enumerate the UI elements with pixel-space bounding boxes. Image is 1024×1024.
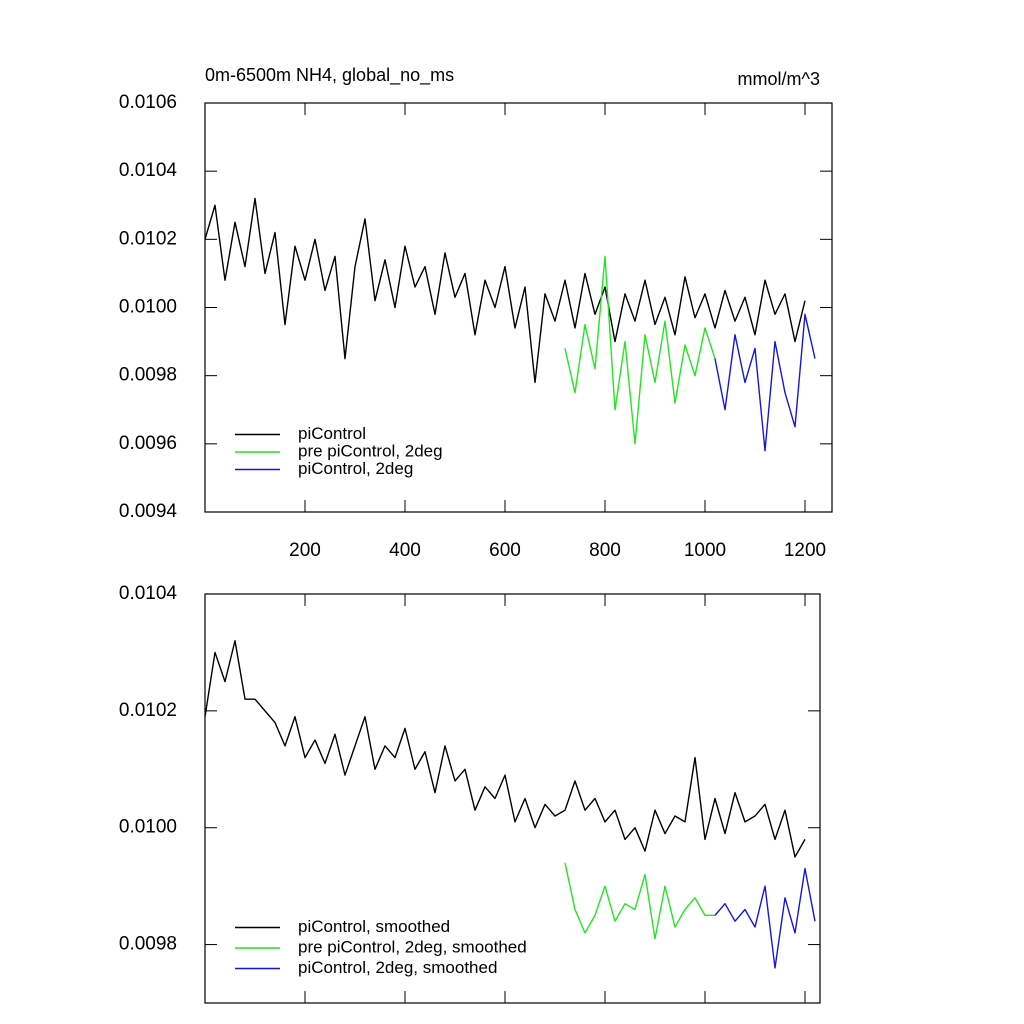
data-line xyxy=(204,197,806,384)
y-tick-label: 0.0098 xyxy=(119,934,177,955)
y-tick-label: 0.0102 xyxy=(119,228,177,249)
chart-title: 0m-6500m NH4, global_no_ms xyxy=(205,65,454,86)
y-tick-label: 0.0106 xyxy=(119,92,177,113)
y-tick-label: 0.0094 xyxy=(119,501,178,522)
data-line xyxy=(714,313,816,452)
data-line xyxy=(564,255,716,445)
x-tick-label: 1200 xyxy=(784,540,826,561)
legend-label: pre piControl, 2deg, smoothed xyxy=(298,937,527,956)
y-tick-label: 0.0100 xyxy=(119,817,177,838)
y-tick-label: 0.0096 xyxy=(119,433,177,454)
legend-label: piControl, 2deg, smoothed xyxy=(298,958,497,977)
legend-label: piControl xyxy=(298,424,366,443)
x-tick-label: 200 xyxy=(289,540,321,561)
y-tick-label: 0.0100 xyxy=(119,297,177,318)
y-tick-label: 0.0098 xyxy=(119,365,177,386)
y-tick-label: 0.0104 xyxy=(119,160,178,181)
x-tick-label: 600 xyxy=(489,540,521,561)
legend-label: piControl, smoothed xyxy=(298,917,450,936)
data-line xyxy=(204,640,806,858)
data-line xyxy=(714,867,816,969)
y-tick-label: 0.0104 xyxy=(119,583,178,604)
x-tick-label: 400 xyxy=(389,540,421,561)
legend-label: pre piControl, 2deg xyxy=(298,441,443,460)
legend-label: piControl, 2deg xyxy=(298,459,413,478)
x-tick-label: 800 xyxy=(589,540,621,561)
y-tick-label: 0.0102 xyxy=(119,700,177,721)
plot-frame xyxy=(204,593,821,1004)
x-tick-label: 1000 xyxy=(684,540,726,561)
units-label: mmol/m^3 xyxy=(738,69,820,89)
data-line xyxy=(564,862,715,940)
